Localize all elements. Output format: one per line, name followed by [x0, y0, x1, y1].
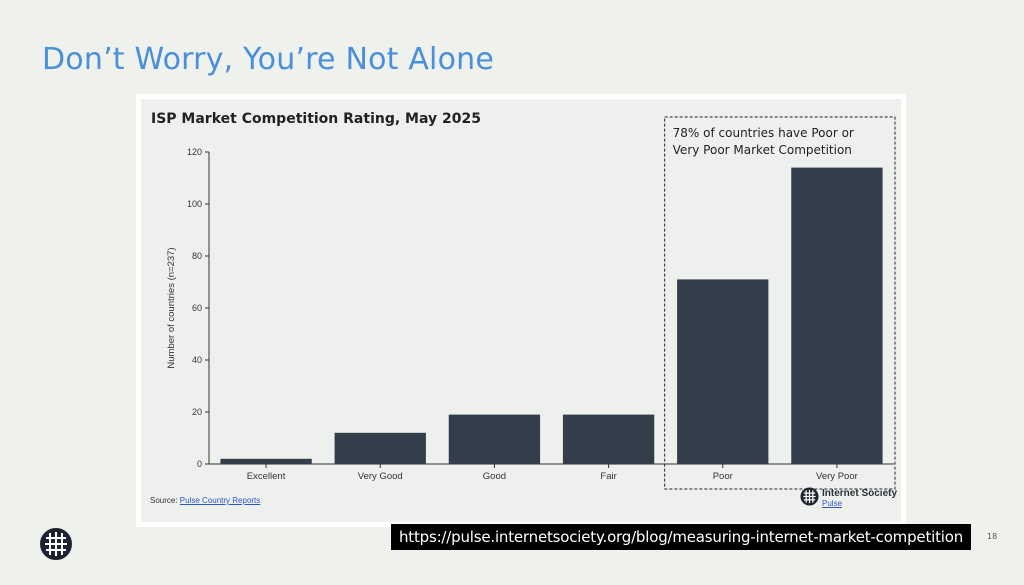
slide-title: Don’t Worry, You’re Not Alone [42, 42, 495, 77]
x-tick-label: Very Poor [816, 471, 858, 482]
x-tick-label: Good [483, 471, 506, 482]
annotation-line2: Very Poor Market Competition [673, 143, 852, 157]
highlight-box [664, 116, 896, 490]
y-tick-label: 100 [187, 199, 202, 209]
x-tick-label: Excellent [247, 471, 286, 482]
chart-title: ISP Market Competition Rating, May 2025 [151, 111, 481, 127]
bar-fair [562, 414, 655, 464]
y-tick-label: 80 [192, 251, 202, 261]
bar-good [448, 414, 541, 464]
y-axis-label: Number of countries (n=237) [166, 247, 177, 368]
chart-source: Source: Pulse Country Reports [150, 496, 260, 505]
globe-grid-icon [800, 487, 819, 506]
y-tick-label: 40 [192, 355, 202, 365]
globe-grid-icon [40, 528, 72, 560]
bar-very-good [334, 432, 426, 464]
y-tick-label: 60 [192, 303, 202, 313]
brand-name: Internet Society [822, 488, 898, 499]
brand-sub-link[interactable]: Pulse [822, 499, 843, 508]
chart-panel: ISP Market Competition Rating, May 2025 0… [136, 94, 906, 527]
y-tick-label: 20 [192, 407, 202, 417]
source-url[interactable]: https://pulse.internetsociety.org/blog/m… [391, 524, 971, 550]
bar-chart: ISP Market Competition Rating, May 2025 0… [151, 111, 896, 490]
page-number: 18 [987, 532, 998, 541]
x-tick-label: Very Good [358, 471, 403, 482]
internet-society-brand: Internet Society Pulse [800, 487, 900, 509]
source-link[interactable]: Pulse Country Reports [179, 496, 261, 505]
chart-area: ISP Market Competition Rating, May 2025 0… [141, 99, 901, 522]
x-tick-label: Poor [713, 471, 733, 482]
source-prefix: Source: [150, 496, 180, 505]
bar-poor [677, 279, 769, 464]
bar-very-poor [791, 167, 883, 464]
y-tick-label: 0 [197, 459, 202, 469]
annotation-line1: 78% of countries have Poor or [673, 126, 854, 140]
y-tick-label: 120 [187, 147, 202, 157]
x-tick-label: Fair [600, 471, 616, 482]
bar-excellent [220, 458, 312, 464]
